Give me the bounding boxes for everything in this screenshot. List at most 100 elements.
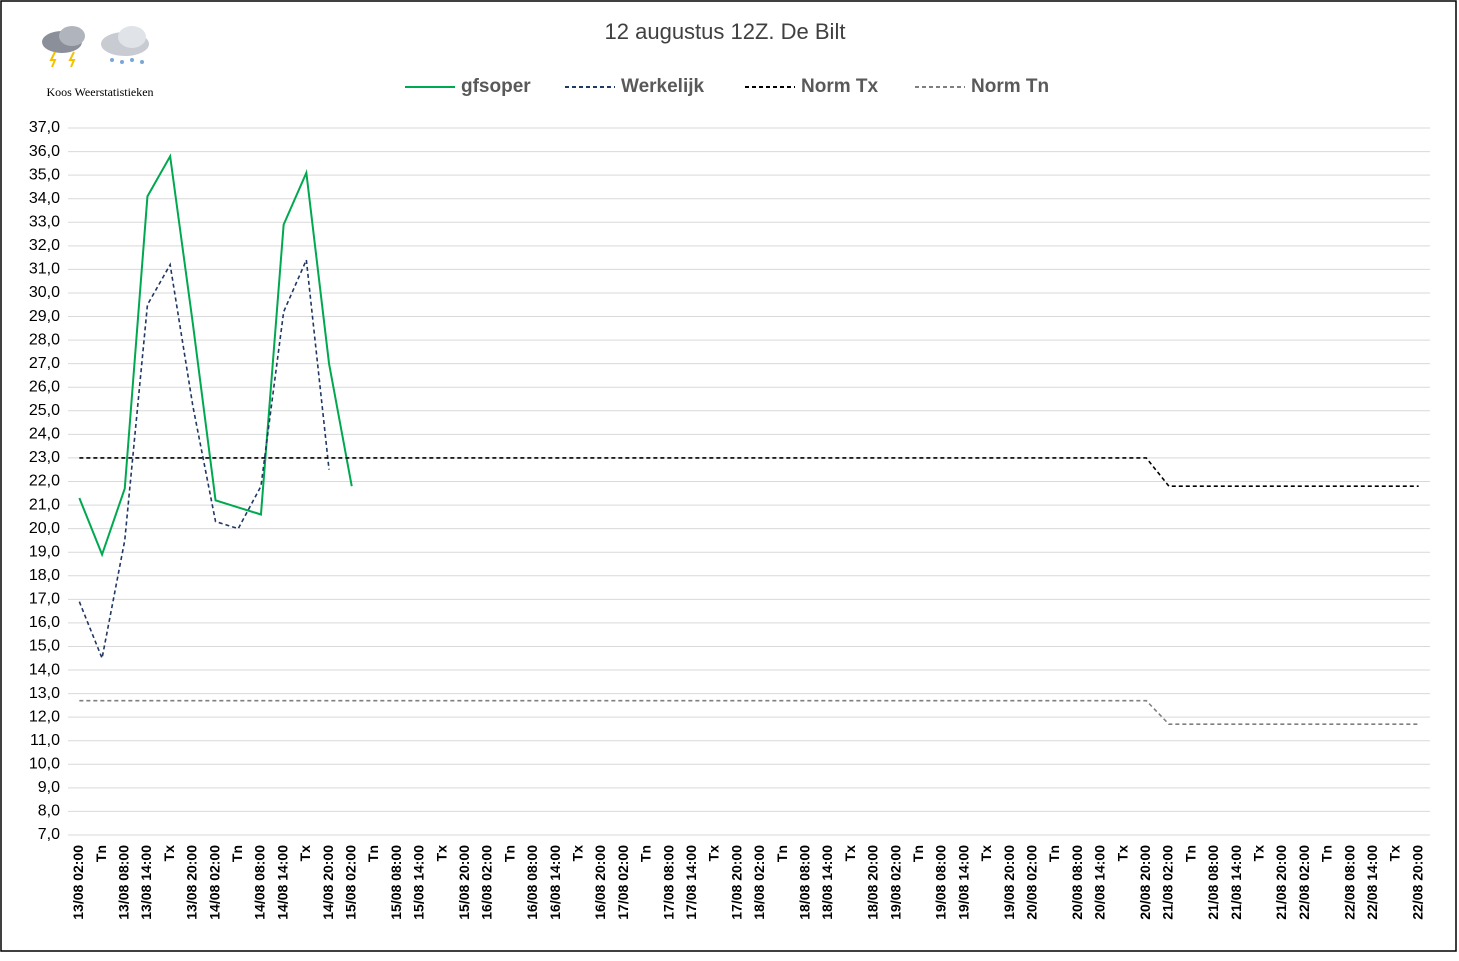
x-tick-label: 19/08 02:00 bbox=[887, 845, 903, 920]
y-tick-label: 31,0 bbox=[29, 261, 60, 278]
y-tick-label: 25,0 bbox=[29, 402, 60, 419]
x-tick-label: 21/08 08:00 bbox=[1205, 845, 1221, 920]
y-tick-label: 29,0 bbox=[29, 308, 60, 325]
y-tick-label: 33,0 bbox=[29, 213, 60, 230]
x-tick-label: 20/08 20:00 bbox=[1137, 845, 1153, 920]
x-tick-label: 19/08 08:00 bbox=[933, 845, 949, 920]
x-tick-label: Tx bbox=[1114, 845, 1130, 862]
x-tick-label: 13/08 02:00 bbox=[70, 845, 86, 920]
y-tick-label: 22,0 bbox=[29, 473, 60, 490]
y-tick-label: 24,0 bbox=[29, 426, 60, 443]
x-tick-label: 16/08 02:00 bbox=[479, 845, 495, 920]
x-tick-label: 17/08 08:00 bbox=[660, 845, 676, 920]
x-tick-label: 17/08 02:00 bbox=[615, 845, 631, 920]
y-tick-label: 8,0 bbox=[38, 803, 60, 820]
x-tick-label: 13/08 20:00 bbox=[184, 845, 200, 920]
x-tick-label: 14/08 02:00 bbox=[206, 845, 222, 920]
y-tick-label: 30,0 bbox=[29, 284, 60, 301]
x-tick-label: 22/08 02:00 bbox=[1296, 845, 1312, 920]
x-tick-label: 21/08 02:00 bbox=[1160, 845, 1176, 920]
x-tick-label: 13/08 08:00 bbox=[115, 845, 131, 920]
legend-label: Norm Tx bbox=[801, 76, 879, 97]
x-tick-label: 14/08 20:00 bbox=[320, 845, 336, 920]
x-tick-label: Tn bbox=[774, 845, 790, 862]
x-tick-label: 20/08 02:00 bbox=[1023, 845, 1039, 920]
x-tick-label: 17/08 20:00 bbox=[728, 845, 744, 920]
y-tick-label: 17,0 bbox=[29, 591, 60, 608]
x-tick-label: 22/08 14:00 bbox=[1364, 845, 1380, 920]
x-tick-label: 20/08 08:00 bbox=[1069, 845, 1085, 920]
legend-label: Werkelijk bbox=[621, 76, 705, 97]
y-tick-label: 27,0 bbox=[29, 355, 60, 372]
x-tick-label: Tx bbox=[1250, 845, 1266, 862]
x-tick-label: 15/08 08:00 bbox=[388, 845, 404, 920]
y-tick-label: 14,0 bbox=[29, 661, 60, 678]
x-tick-label: Tn bbox=[638, 845, 654, 862]
logo-icons bbox=[42, 26, 149, 68]
y-tick-label: 19,0 bbox=[29, 543, 60, 560]
y-tick-label: 13,0 bbox=[29, 685, 60, 702]
x-tick-label: 19/08 20:00 bbox=[1001, 845, 1017, 920]
series-line bbox=[78, 256, 330, 662]
y-tick-label: 34,0 bbox=[29, 190, 60, 207]
logo-text: Koos Weerstatistieken bbox=[46, 85, 153, 99]
series-line bbox=[79, 457, 1419, 488]
y-tick-label: 16,0 bbox=[29, 614, 60, 631]
series-line bbox=[78, 153, 353, 558]
y-tick-label: 15,0 bbox=[29, 638, 60, 655]
x-tick-label: 18/08 02:00 bbox=[751, 845, 767, 920]
x-tick-label: 13/08 14:00 bbox=[138, 845, 154, 920]
x-tick-label: Tn bbox=[910, 845, 926, 862]
x-tick-label: 15/08 14:00 bbox=[411, 845, 427, 920]
x-tick-label: Tx bbox=[297, 845, 313, 862]
y-tick-label: 18,0 bbox=[29, 567, 60, 584]
y-tick-label: 36,0 bbox=[29, 143, 60, 160]
y-tick-label: 20,0 bbox=[29, 520, 60, 537]
x-tick-label: Tx bbox=[569, 845, 585, 862]
x-tick-label: Tx bbox=[433, 845, 449, 862]
x-tick-label: 15/08 02:00 bbox=[342, 845, 358, 920]
x-tick-label: Tn bbox=[1046, 845, 1062, 862]
y-tick-label: 11,0 bbox=[30, 732, 60, 749]
y-tick-label: 7,0 bbox=[38, 826, 60, 843]
x-tick-label: 22/08 08:00 bbox=[1341, 845, 1357, 920]
legend-label: gfsoper bbox=[461, 76, 531, 97]
x-tick-label: Tx bbox=[842, 845, 858, 862]
x-tick-label: Tn bbox=[501, 845, 517, 862]
chart-title: 12 augustus 12Z. De Bilt bbox=[605, 19, 846, 44]
x-tick-label: Tx bbox=[978, 845, 994, 862]
x-tick-label: Tn bbox=[1182, 845, 1198, 862]
x-tick-label: 18/08 20:00 bbox=[865, 845, 881, 920]
x-tick-label: 16/08 14:00 bbox=[547, 845, 563, 920]
x-tick-label: Tx bbox=[706, 845, 722, 862]
y-tick-label: 10,0 bbox=[29, 756, 60, 773]
y-tick-label: 21,0 bbox=[29, 496, 60, 513]
x-tick-label: 18/08 08:00 bbox=[796, 845, 812, 920]
x-tick-label: 14/08 08:00 bbox=[252, 845, 268, 920]
x-tick-label: 14/08 14:00 bbox=[274, 845, 290, 920]
x-tick-label: Tn bbox=[1319, 845, 1335, 862]
y-tick-label: 9,0 bbox=[38, 779, 60, 796]
x-tick-label: Tx bbox=[1387, 845, 1403, 862]
y-tick-label: 23,0 bbox=[29, 449, 60, 466]
y-tick-label: 26,0 bbox=[29, 378, 60, 395]
y-tick-label: 32,0 bbox=[29, 237, 60, 254]
x-tick-label: Tn bbox=[229, 845, 245, 862]
x-tick-label: Tx bbox=[161, 845, 177, 862]
y-tick-label: 28,0 bbox=[29, 331, 60, 348]
x-tick-label: Tn bbox=[93, 845, 109, 862]
x-tick-label: 18/08 14:00 bbox=[819, 845, 835, 920]
y-tick-label: 37,0 bbox=[29, 119, 60, 136]
x-tick-label: 16/08 20:00 bbox=[592, 845, 608, 920]
y-tick-label: 12,0 bbox=[29, 708, 60, 725]
x-tick-label: 21/08 14:00 bbox=[1228, 845, 1244, 920]
x-tick-label: Tn bbox=[365, 845, 381, 862]
legend-label: Norm Tn bbox=[971, 76, 1049, 97]
x-tick-label: 17/08 14:00 bbox=[683, 845, 699, 920]
x-tick-label: 19/08 14:00 bbox=[955, 845, 971, 920]
y-tick-label: 35,0 bbox=[29, 166, 60, 183]
x-tick-label: 21/08 20:00 bbox=[1273, 845, 1289, 920]
